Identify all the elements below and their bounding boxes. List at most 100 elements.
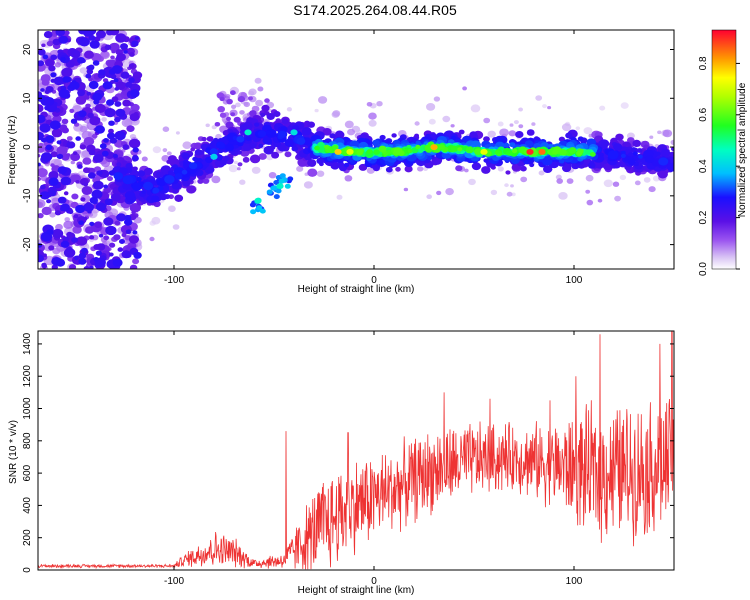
spectrogram-cell <box>42 54 49 60</box>
spectrogram-cell <box>254 122 260 127</box>
spectrogram-cell <box>202 178 210 184</box>
spectrogram-cell <box>128 77 135 83</box>
spectrogram-cell <box>101 117 107 122</box>
spectrogram-cell <box>575 126 581 131</box>
spectrogram-cell <box>92 92 102 102</box>
spectrogram-cell <box>131 210 136 215</box>
x-tick-label: 0 <box>371 275 377 286</box>
y-tick-label: -20 <box>22 237 33 252</box>
spectrogram-cell <box>244 129 252 136</box>
spectrogram-cell <box>81 186 93 195</box>
spectrogram-cell <box>182 141 192 149</box>
spectrogram-cell <box>83 266 90 269</box>
spectrogram-xlabel: Height of straight line (km) <box>298 284 415 295</box>
spectrogram-cell <box>474 148 483 156</box>
spectrogram-cell <box>254 77 262 84</box>
spectrogram-cell <box>116 53 126 62</box>
spectrogram-cell <box>66 246 73 253</box>
spectrogram-cell <box>77 164 83 169</box>
spectrogram-cell <box>108 120 115 126</box>
spectrogram-cell <box>552 149 559 155</box>
spectrogram-cell <box>393 147 403 155</box>
spectrogram-cell <box>44 97 55 106</box>
spectrogram-cell <box>181 169 188 175</box>
spectrogram-cell <box>92 154 104 163</box>
spectrogram-cell <box>114 130 126 141</box>
spectrogram-cell <box>156 178 166 187</box>
colorbar-tick-label: 0.6 <box>698 107 709 121</box>
spectrogram-cell <box>620 150 626 155</box>
colorbar-tick-label: 0.2 <box>698 210 709 224</box>
y-tick-label: 600 <box>22 464 33 481</box>
spectrogram-cell <box>38 153 41 158</box>
spectrogram-cell <box>141 156 148 162</box>
spectrogram-cell <box>116 162 122 167</box>
spectrogram-cell <box>117 247 124 252</box>
spectrogram-cell <box>271 151 280 159</box>
spectrogram-cell <box>62 236 69 243</box>
spectrogram-cell <box>296 137 306 145</box>
spectrogram-cell <box>98 233 104 238</box>
spectrogram-cell <box>666 162 674 172</box>
spectrogram-cell <box>116 213 127 222</box>
spectrogram-cell <box>518 107 523 112</box>
y-tick-label: 400 <box>22 497 33 514</box>
spectrogram-cell <box>109 242 116 248</box>
spectrogram-cell <box>93 257 99 262</box>
spectrogram-cell <box>249 110 257 117</box>
spectrogram-cell <box>314 108 319 113</box>
spectrogram-cell <box>490 189 498 196</box>
spectrogram-cell <box>75 180 80 184</box>
spectrogram-cell <box>513 120 519 125</box>
spectrogram-cell <box>88 35 96 41</box>
spectrogram-cell <box>40 88 45 92</box>
spectrogram-cell <box>115 33 127 43</box>
spectrogram-cell <box>125 163 133 169</box>
spectrogram-cell <box>385 166 393 173</box>
spectrogram-cell <box>152 187 160 194</box>
spectrogram-cell <box>278 144 287 152</box>
spectrogram-cell <box>124 218 133 226</box>
spectrogram-cell <box>214 122 221 127</box>
spectrogram-cell <box>576 150 583 156</box>
spectrogram-cell <box>335 130 344 138</box>
spectrogram-cell <box>73 214 79 219</box>
spectrogram-cell <box>46 199 52 204</box>
spectrogram-cell <box>162 126 170 132</box>
spectrogram-cell <box>631 147 637 152</box>
spectrogram-cell <box>284 138 295 147</box>
spectrogram-cell <box>276 183 284 190</box>
spectrogram-cell <box>620 162 626 167</box>
spectrogram-cell <box>71 237 79 243</box>
spectrogram-cell <box>318 96 328 104</box>
spectrogram-cell <box>556 178 563 184</box>
spectrogram-cell <box>366 167 375 174</box>
spectrogram-cell <box>231 104 237 110</box>
spectrogram-cell <box>75 95 87 105</box>
spectrogram-cell <box>548 143 554 148</box>
spectrogram-cell <box>368 112 377 120</box>
spectrogram-cell <box>44 105 50 111</box>
spectrogram-cell <box>52 228 64 239</box>
spectrogram-cell <box>114 220 121 226</box>
spectrogram-cell <box>417 166 424 172</box>
spectrogram-cell <box>577 136 584 142</box>
spectrogram-cell <box>404 165 413 173</box>
spectrogram-cell <box>112 153 118 159</box>
spectrogram-cell <box>96 170 103 176</box>
spectrogram-cell <box>643 177 651 183</box>
spectrogram-cell <box>518 124 524 129</box>
spectrogram-cell <box>627 158 636 166</box>
spectrogram-cell <box>240 92 247 98</box>
spectrogram-cell <box>94 103 106 113</box>
spectrogram-cell <box>660 148 671 157</box>
spectrogram-cell <box>583 127 593 135</box>
colorbar-frame <box>711 29 737 270</box>
y-tick-label: -10 <box>22 188 33 203</box>
spectrogram-cell <box>103 217 114 226</box>
x-tick-label: 100 <box>566 576 583 587</box>
spectrogram-cell <box>57 196 67 204</box>
spectrogram-cell <box>228 164 238 173</box>
spectrogram-cell <box>107 176 113 182</box>
spectrogram-cell <box>86 91 92 96</box>
